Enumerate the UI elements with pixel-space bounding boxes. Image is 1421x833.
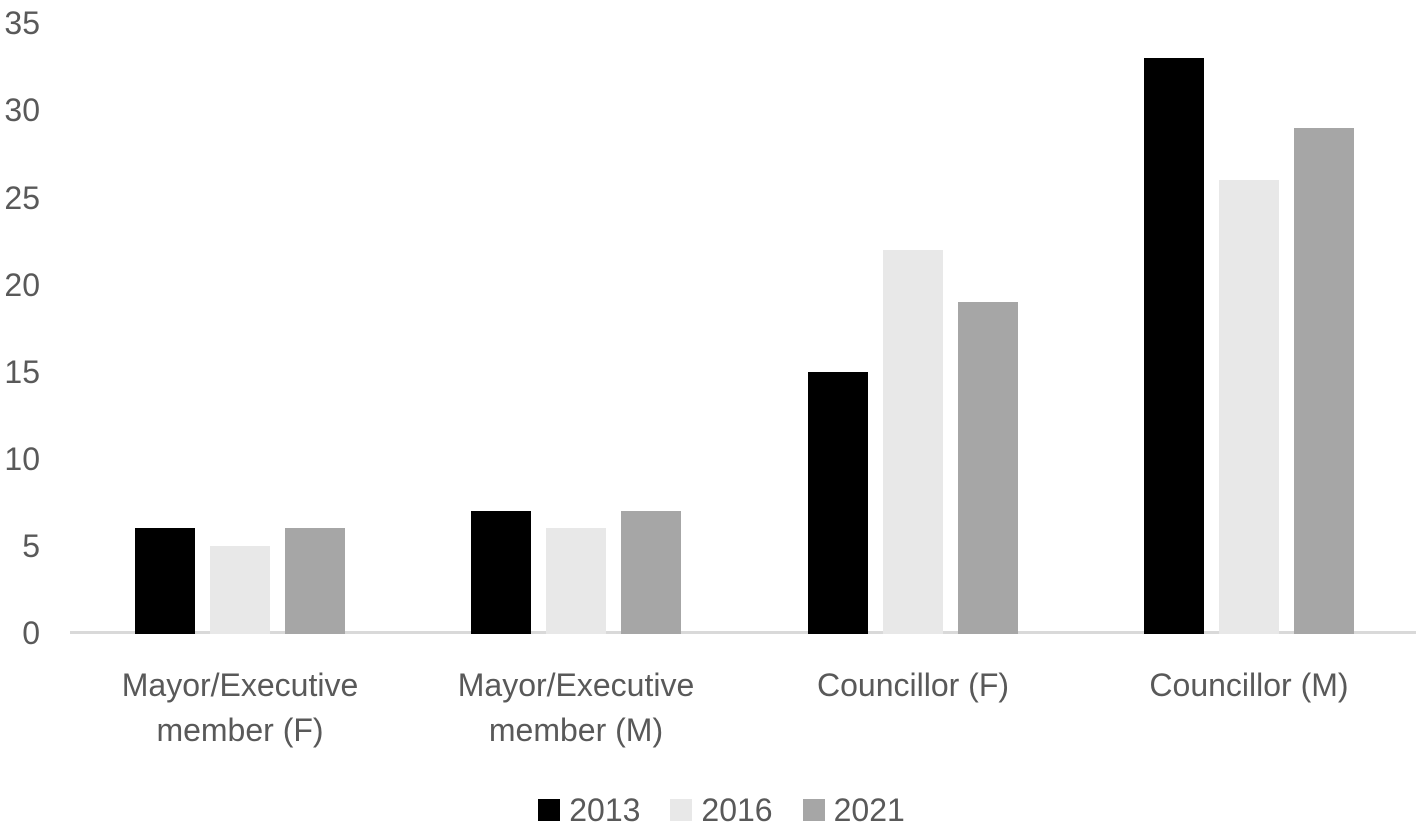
y-tick-label-30: 30: [4, 92, 40, 129]
bar-2021-mayor-executive-member-m: [621, 511, 681, 634]
x-category-label-councillor-f: Councillor (F): [703, 663, 1123, 708]
y-tick-label-20: 20: [4, 266, 40, 303]
bar-2016-councillor-m: [1219, 180, 1279, 634]
x-category-label-line: Councillor (F): [816, 667, 1010, 703]
bar-2016-councillor-f: [883, 250, 943, 634]
legend-swatch-2016: [670, 799, 693, 821]
legend-label-2021: 2021: [833, 792, 905, 828]
x-category-label-mayor-executive-member-f: Mayor/Executive member (F): [30, 663, 450, 753]
legend-label-2013: 2013: [569, 792, 641, 828]
x-category-label-line: member (F): [156, 712, 324, 748]
x-category-label-line: Councillor (M): [1149, 667, 1349, 703]
bar-2021-mayor-executive-member-f: [285, 528, 345, 634]
bar-2021-councillor-m: [1294, 128, 1354, 634]
bar-2013-councillor-f: [808, 372, 868, 634]
legend: 2013 2016 2021: [11, 792, 1421, 828]
y-tick-label-25: 25: [4, 179, 40, 216]
legend-item-2013: 2013: [538, 792, 640, 828]
bar-2016-mayor-executive-member-f: [210, 546, 270, 634]
y-tick-label-35: 35: [4, 5, 40, 42]
legend-swatch-2013: [538, 799, 561, 821]
x-category-label-line: member (M): [488, 712, 664, 748]
y-tick-label-15: 15: [4, 353, 40, 390]
y-tick-label-5: 5: [22, 527, 40, 564]
legend-item-2016: 2016: [670, 792, 773, 828]
legend-swatch-2021: [802, 799, 825, 821]
legend-label-2016: 2016: [701, 792, 773, 828]
x-category-label-line: Mayor/Executive: [457, 667, 695, 703]
bar-2013-mayor-executive-member-m: [471, 511, 531, 634]
legend-item-2021: 2021: [802, 792, 905, 828]
bar-2021-councillor-f: [958, 302, 1018, 634]
y-tick-label-10: 10: [4, 440, 40, 477]
bar-2013-mayor-executive-member-f: [135, 528, 195, 634]
y-tick-label-0: 0: [22, 615, 40, 651]
bar-2013-councillor-m: [1144, 58, 1204, 634]
x-axis-line: [70, 631, 1416, 634]
x-category-label-councillor-m: Councillor (M): [1039, 663, 1421, 708]
x-category-label-line: Mayor/Executive: [121, 667, 359, 703]
bar-2016-mayor-executive-member-m: [546, 528, 606, 634]
x-category-label-mayor-executive-member-m: Mayor/Executive member (M): [366, 663, 786, 753]
